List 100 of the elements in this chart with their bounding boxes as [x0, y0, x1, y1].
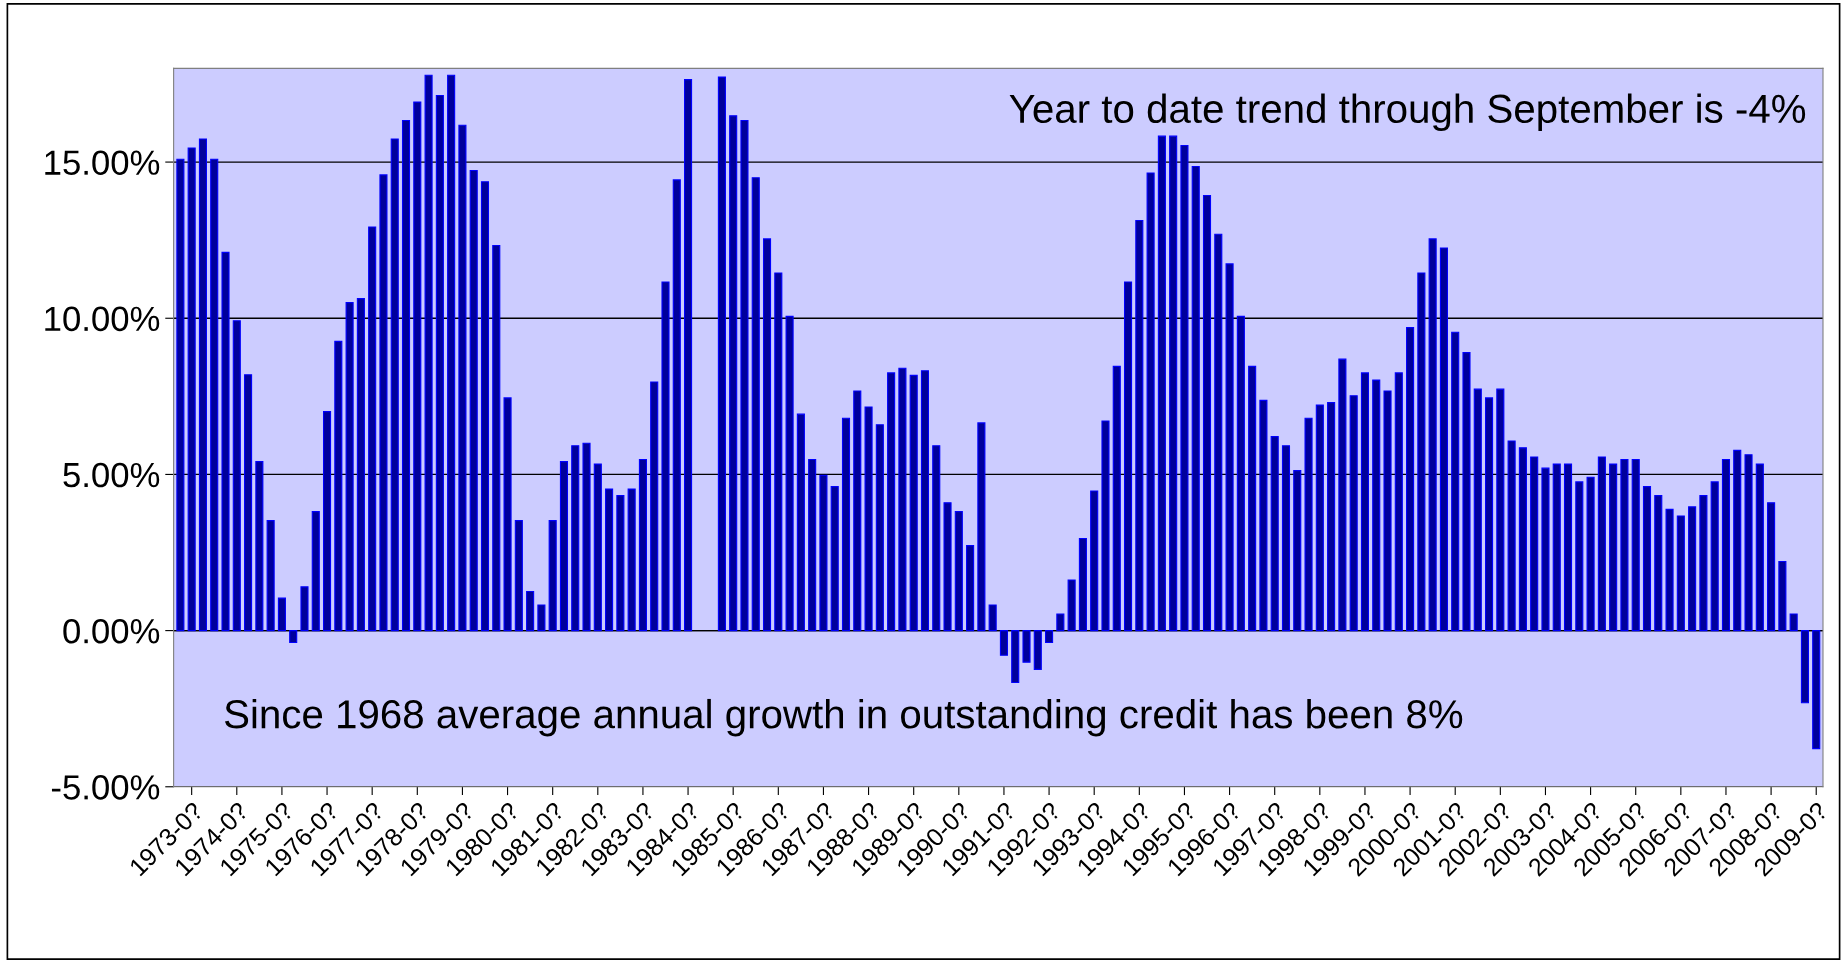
bar — [210, 158, 219, 632]
bar — [1417, 272, 1426, 632]
bar — [650, 381, 659, 632]
bar — [571, 445, 580, 632]
bar — [1180, 144, 1189, 632]
bar — [1056, 613, 1065, 632]
bar — [1101, 420, 1110, 632]
bar — [1733, 449, 1742, 632]
bar — [1372, 379, 1381, 632]
bar — [334, 340, 343, 632]
y-tick-label: 5.00% — [63, 462, 160, 488]
bar — [1676, 515, 1685, 632]
bar — [1428, 238, 1437, 632]
bar — [1665, 508, 1674, 632]
bar — [966, 545, 975, 632]
bar — [300, 586, 309, 632]
bar — [1225, 263, 1234, 632]
bar — [1462, 352, 1471, 632]
bar — [1631, 458, 1640, 632]
bar — [277, 597, 286, 632]
bar — [1033, 630, 1042, 670]
bar — [1406, 327, 1415, 632]
bar — [593, 463, 602, 632]
bar — [1586, 476, 1595, 632]
bar — [1327, 402, 1336, 632]
bar — [1473, 388, 1482, 632]
bar — [1699, 495, 1708, 632]
bar — [1575, 481, 1584, 632]
bar — [853, 390, 862, 632]
bar — [413, 101, 422, 632]
bar — [887, 372, 896, 632]
bar — [717, 76, 726, 632]
bar — [1157, 135, 1166, 632]
bar — [988, 604, 997, 632]
bar — [1767, 502, 1776, 632]
bar — [954, 511, 963, 632]
bar — [1281, 445, 1291, 632]
bar — [447, 74, 456, 632]
bar — [221, 251, 230, 632]
bar — [1721, 458, 1731, 632]
bar — [808, 458, 817, 632]
bar — [244, 374, 253, 632]
bar — [1304, 417, 1313, 632]
bar — [187, 147, 196, 632]
bar — [864, 406, 873, 632]
bar — [503, 397, 512, 632]
bar — [1609, 463, 1618, 632]
bar — [762, 238, 772, 632]
bar — [898, 367, 907, 632]
bar — [1642, 486, 1652, 632]
bar — [176, 158, 185, 632]
bar — [1214, 233, 1223, 632]
bar — [774, 272, 783, 632]
bar — [390, 138, 399, 632]
bar — [1789, 613, 1798, 632]
bar — [1778, 561, 1787, 632]
bar — [1045, 630, 1054, 644]
bar — [458, 124, 467, 632]
bar — [932, 445, 941, 632]
bar — [977, 422, 986, 632]
bar — [819, 474, 828, 632]
bar — [1011, 630, 1020, 684]
bar — [830, 486, 839, 632]
bar — [661, 281, 670, 632]
bar — [232, 320, 241, 632]
bar — [255, 461, 264, 632]
bar — [616, 495, 625, 632]
bar — [1451, 331, 1460, 632]
bar — [582, 442, 591, 632]
bar — [537, 604, 546, 632]
bar — [526, 590, 535, 632]
bar — [1259, 399, 1268, 632]
bar — [785, 315, 794, 632]
bar — [943, 502, 952, 632]
bar — [514, 520, 523, 632]
bar — [266, 520, 275, 632]
bar — [1654, 495, 1663, 632]
bar — [920, 370, 930, 632]
bar — [356, 298, 365, 632]
bar — [424, 74, 433, 632]
bar — [684, 79, 693, 632]
annotation: Year to date trend through September is -4% — [1009, 93, 1806, 132]
bar — [1191, 165, 1200, 632]
bar — [1169, 135, 1178, 632]
bar — [1496, 388, 1505, 632]
bar — [909, 374, 918, 632]
bar — [1800, 630, 1809, 704]
y-tick-label: -5.00% — [51, 775, 160, 800]
y-tick-label: 15.00% — [45, 150, 160, 175]
bar — [198, 138, 208, 632]
bar — [1315, 404, 1324, 632]
bar — [1067, 579, 1076, 632]
bar — [1552, 463, 1561, 632]
bar — [875, 424, 884, 632]
bar — [345, 302, 354, 632]
bar — [1530, 456, 1539, 632]
bar — [841, 417, 851, 632]
bar — [1744, 454, 1753, 632]
bar — [1507, 440, 1516, 632]
bar — [1620, 458, 1629, 632]
